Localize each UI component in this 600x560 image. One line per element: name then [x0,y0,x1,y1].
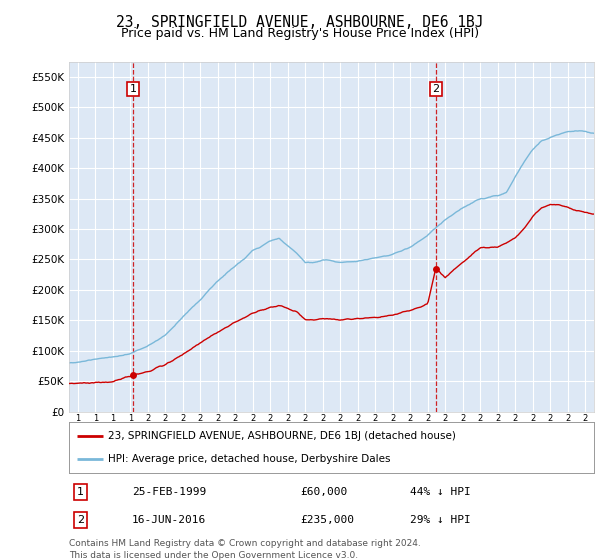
Text: 1: 1 [77,487,84,497]
Text: HPI: Average price, detached house, Derbyshire Dales: HPI: Average price, detached house, Derb… [109,454,391,464]
Text: 44% ↓ HPI: 44% ↓ HPI [410,487,471,497]
Text: £235,000: £235,000 [300,515,354,525]
Text: Contains HM Land Registry data © Crown copyright and database right 2024.
This d: Contains HM Land Registry data © Crown c… [69,539,421,559]
Text: 16-JUN-2016: 16-JUN-2016 [132,515,206,525]
Text: 2: 2 [77,515,84,525]
Text: 23, SPRINGFIELD AVENUE, ASHBOURNE, DE6 1BJ (detached house): 23, SPRINGFIELD AVENUE, ASHBOURNE, DE6 1… [109,431,456,441]
Text: Price paid vs. HM Land Registry's House Price Index (HPI): Price paid vs. HM Land Registry's House … [121,27,479,40]
Text: £60,000: £60,000 [300,487,347,497]
Text: 25-FEB-1999: 25-FEB-1999 [132,487,206,497]
Text: 29% ↓ HPI: 29% ↓ HPI [410,515,471,525]
Text: 2: 2 [432,84,439,94]
Text: 1: 1 [130,84,136,94]
Text: 23, SPRINGFIELD AVENUE, ASHBOURNE, DE6 1BJ: 23, SPRINGFIELD AVENUE, ASHBOURNE, DE6 1… [116,15,484,30]
